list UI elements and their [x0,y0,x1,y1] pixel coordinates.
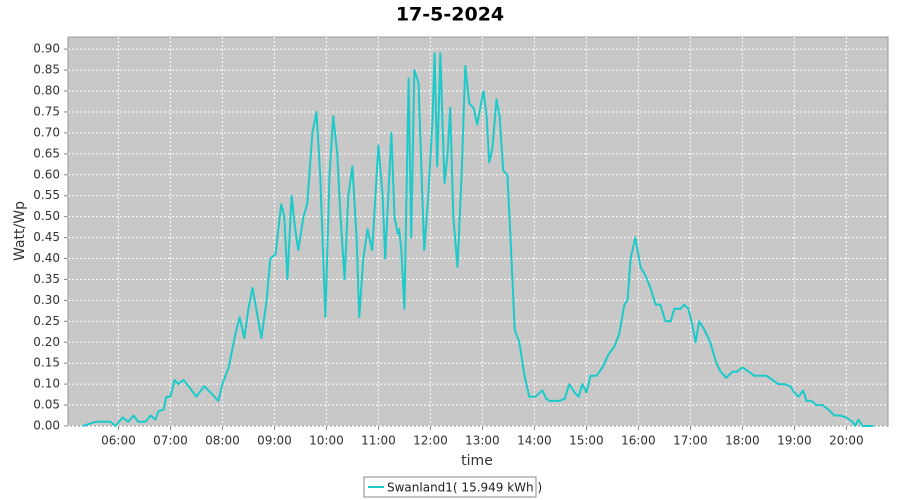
y-tick-label: 0.40 [33,251,60,265]
x-tick-label: 07:00 [153,434,188,448]
y-tick-label: 0.15 [33,356,60,370]
plot-area [67,36,889,427]
x-tick-label: 18:00 [725,434,760,448]
x-tick-label: 10:00 [309,434,344,448]
x-tick-label: 09:00 [257,434,292,448]
y-tick-label: 0.55 [33,188,60,202]
x-tick-label: 08:00 [205,434,240,448]
x-tick-label: 14:00 [517,434,552,448]
y-tick-label: 0.30 [33,293,60,307]
y-tick-label: 0.90 [33,42,60,56]
y-tick-label: 0.60 [33,167,60,181]
x-tick-label: 15:00 [569,434,604,448]
y-tick-label: 0.50 [33,209,60,223]
y-tick-label: 0.85 [33,63,60,77]
y-tick-label: 0.70 [33,125,60,139]
y-tick-label: 0.75 [33,104,60,118]
y-tick-label: 0.65 [33,146,60,160]
x-tick-label: 16:00 [621,434,656,448]
x-tick-label: 17:00 [673,434,708,448]
y-tick-label: 0.00 [33,419,60,433]
x-tick-label: 20:00 [829,434,864,448]
y-tick-label: 0.80 [33,84,60,98]
series-line [82,52,874,427]
y-tick-label: 0.25 [33,314,60,328]
y-tick-label: 0.05 [33,398,60,412]
x-tick-label: 19:00 [777,434,812,448]
legend-label: Swanland1( 15.949 kWh ) [387,481,542,495]
y-tick-label: 0.10 [33,377,60,391]
y-tick-label: 0.45 [33,230,60,244]
legend-box [363,476,537,498]
y-axis-label: Watt/Wp [12,201,28,261]
x-tick-label: 13:00 [465,434,500,448]
x-tick-label: 11:00 [361,434,396,448]
x-tick-label: 06:00 [101,434,136,448]
x-axis-label: time [461,453,493,469]
y-tick-label: 0.35 [33,272,60,286]
x-tick-label: 12:00 [413,434,448,448]
y-tick-label: 0.20 [33,335,60,349]
chart-title: 17-5-2024 [396,4,504,26]
